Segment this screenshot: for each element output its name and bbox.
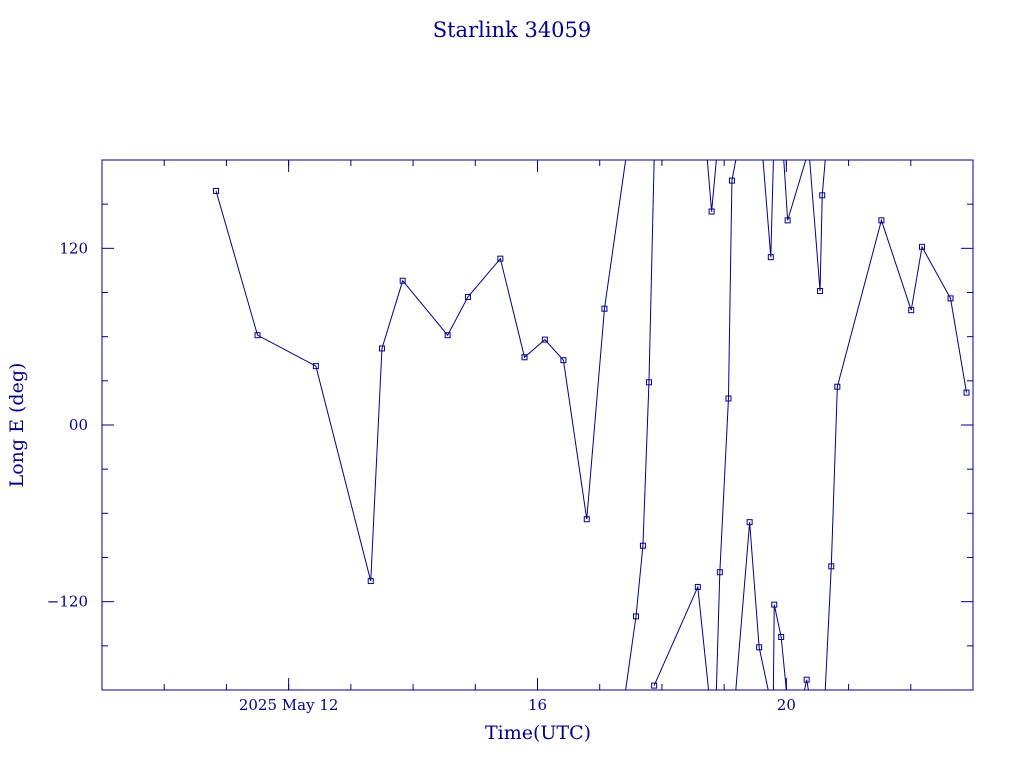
data-point [919,243,926,250]
series-line [804,679,809,690]
data-point [560,357,567,364]
data-point [828,563,835,570]
data-point [541,336,548,343]
series-line [735,522,769,690]
series-line [653,585,710,690]
data-point [947,295,954,302]
data-point [312,363,319,370]
data-point [767,254,774,261]
x-tick-label: 2025 May 12 [239,696,339,714]
data-point [784,217,791,224]
series-line [762,160,774,258]
x-tick-label: 16 [528,696,547,714]
data-point [878,217,885,224]
data-point [399,277,406,284]
data-point [694,583,701,590]
data-point [716,569,723,576]
series-line [706,160,717,212]
series-line [215,160,627,582]
data-point [444,332,451,339]
data-point [583,516,590,523]
data-point [834,383,841,390]
y-tick-label: 00 [69,416,88,434]
series-line [715,160,737,690]
chart-title: Starlink 34059 [433,18,592,42]
x-tick-label: 20 [777,696,796,714]
data-point [728,177,735,184]
y-tick-label: 120 [59,239,88,257]
data-point [601,305,608,312]
series-line [772,604,787,690]
data-point [633,613,640,620]
data-point [819,192,826,199]
series-line [625,160,655,690]
series-line [824,218,968,690]
data-point [803,676,810,683]
data-point [521,354,528,361]
data-point [367,578,374,585]
data-point [817,288,824,295]
series-line [783,160,807,221]
y-axis-label: Long E (deg) [6,363,28,488]
data-point [963,389,970,396]
data-point [213,187,220,194]
x-axis-label: Time(UTC) [485,722,591,744]
data-point [778,634,785,640]
data-point [771,601,778,608]
data-point [756,644,763,651]
data-point [708,208,715,215]
plot-frame [101,159,974,691]
data-point [645,379,652,386]
data-point [254,332,261,339]
data-point [378,345,385,352]
data-point [464,293,471,300]
data-point [725,395,732,402]
data-point [651,682,658,689]
data-point [497,255,504,262]
data-point [908,307,915,314]
series-line [809,160,826,292]
data-point [639,542,646,549]
y-tick-label: −120 [47,593,88,611]
data-point [746,519,753,526]
